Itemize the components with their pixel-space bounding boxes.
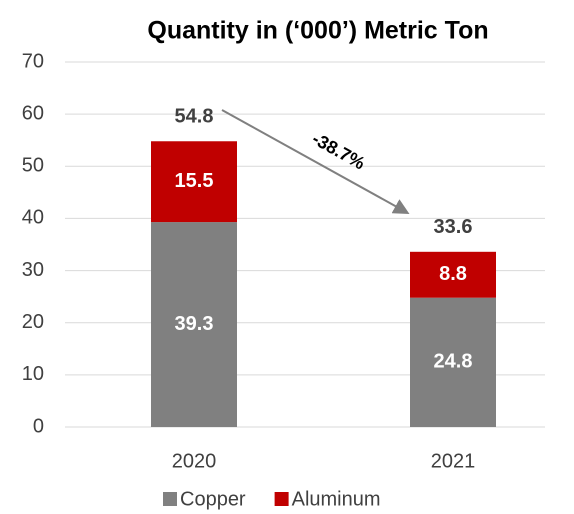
bar-segment (410, 251, 496, 298)
y-tick-label: 60 (22, 102, 44, 124)
legend-swatch (274, 492, 289, 506)
bar-segment (151, 141, 237, 223)
data-label: 8.8 (439, 263, 467, 285)
y-tick-label: 0 (33, 415, 44, 437)
chart-title: Quantity in (‘000’) Metric Ton (147, 17, 488, 45)
legend-swatch (163, 492, 177, 506)
data-label: 15.5 (175, 170, 214, 192)
data-label: 39.3 (175, 313, 214, 335)
legend-label: Aluminum (292, 488, 381, 510)
legend-label: Copper (180, 488, 246, 510)
y-tick-label: 40 (22, 207, 44, 229)
y-tick-label: 70 (22, 50, 44, 72)
y-tick-label: 50 (22, 155, 44, 177)
bar-segment (410, 297, 496, 427)
total-label: 54.8 (175, 106, 214, 128)
bar-segment (151, 222, 237, 427)
y-tick-label: 30 (22, 259, 44, 281)
y-tick-label: 10 (22, 363, 44, 385)
total-label: 33.6 (434, 216, 473, 238)
x-tick-label: 2021 (431, 450, 476, 472)
y-tick-label: 20 (22, 311, 44, 333)
x-tick-label: 2020 (172, 450, 217, 472)
arrow (221, 109, 410, 214)
data-label: 24.8 (434, 351, 473, 373)
